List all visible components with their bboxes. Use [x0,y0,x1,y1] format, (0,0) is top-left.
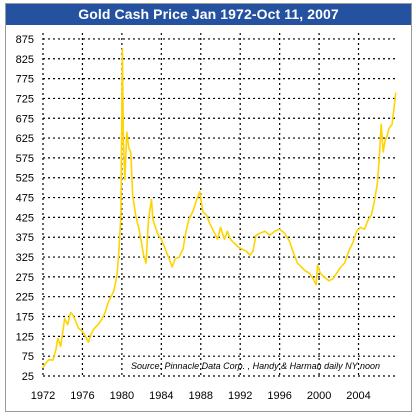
y-tick-label: 675 [16,113,34,125]
x-tick-label: 1988 [189,390,213,402]
chart-title: Gold Cash Price Jan 1972-Oct 11, 2007 [6,4,411,25]
y-tick-label: 825 [16,54,34,66]
x-tick-label: 1980 [110,390,134,402]
y-tick-label: 425 [16,212,34,224]
x-tick-label: 1996 [267,390,291,402]
y-tick-label: 175 [16,312,34,324]
y-tick-label: 75 [22,351,34,363]
y-tick-label: 575 [16,153,34,165]
y-tick-label: 775 [16,74,34,86]
y-tick-label: 25 [22,371,34,383]
y-tick-label: 275 [16,272,34,284]
y-tick-label: 625 [16,133,34,145]
chart-frame: Gold Cash Price Jan 1972-Oct 11, 2007 [5,3,412,412]
x-axis-ticks: 1972 1976 1980 1984 1988 1992 1996 2000 2004 [31,390,371,402]
x-tick-label: 1992 [228,390,252,402]
source-note: Source: Pinnacle Data Corp. , Handy & Ha… [131,361,380,371]
y-tick-label: 325 [16,252,34,264]
y-tick-label: 875 [16,34,34,46]
x-tick-label: 1976 [70,390,94,402]
grid-lines [42,33,396,377]
y-tick-label: 725 [16,93,34,105]
x-tick-label: 2000 [307,390,331,402]
x-tick-label: 1984 [149,390,173,402]
y-tick-label: 375 [16,232,34,244]
x-tick-label: 1972 [31,390,55,402]
x-tick-label: 2004 [346,390,370,402]
y-tick-label: 475 [16,193,34,205]
y-axis-ticks: 25 75 125 175 225 275 325 375 425 475 525 575 625 675… [16,34,34,383]
gold-price-line [42,48,397,369]
y-tick-label: 525 [16,173,34,185]
y-tick-label: 225 [16,292,34,304]
y-tick-label: 125 [16,331,34,343]
